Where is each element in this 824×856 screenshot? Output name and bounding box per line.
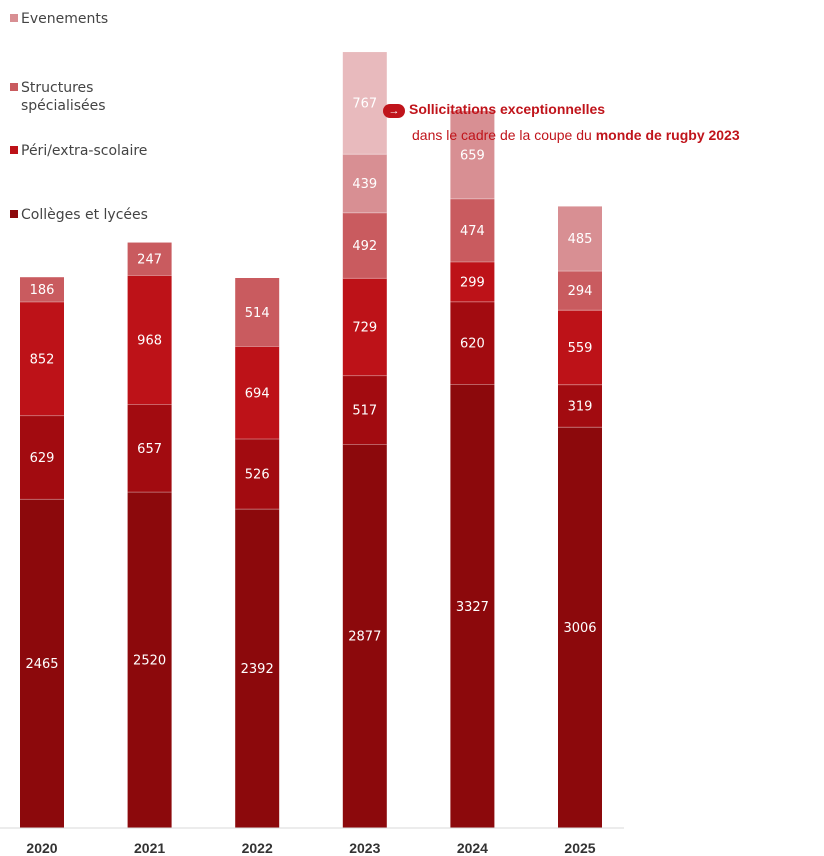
- annotation-title: Sollicitations exceptionnelles: [409, 101, 606, 117]
- data-label: 186: [30, 283, 55, 298]
- data-label: 2520: [133, 654, 166, 669]
- data-label: 852: [30, 352, 55, 367]
- data-label: 2465: [25, 657, 58, 672]
- data-label: 2877: [348, 630, 381, 645]
- legend-label-structures-line2: spécialisées: [21, 98, 106, 114]
- data-label: 729: [352, 320, 377, 335]
- data-label: 514: [245, 306, 270, 321]
- bar-segment: [235, 278, 280, 347]
- bar-segment: [450, 301, 495, 385]
- data-label: 526: [245, 468, 270, 483]
- arrow-right-icon: →: [383, 104, 405, 118]
- annotation-text: dans le cadre de la coupe du: [412, 127, 596, 143]
- data-label: 659: [460, 148, 485, 163]
- data-label: 968: [137, 333, 162, 348]
- x-axis-labels: 2020 2021 2022 2023 2024 2025: [26, 840, 595, 856]
- bar-segment: [20, 277, 64, 302]
- data-label: 299: [460, 275, 485, 290]
- bar-segment: [450, 110, 495, 199]
- x-tick-label: 2023: [349, 840, 380, 856]
- annotation-bold: monde de rugby 2023: [595, 127, 740, 143]
- bar-segment: [235, 509, 280, 828]
- data-label: 517: [352, 404, 377, 419]
- bar-segment: [20, 499, 64, 828]
- bar-segment: [127, 404, 172, 493]
- data-label: 439: [352, 177, 377, 192]
- legend-item-colleges: Collèges et lycées: [10, 206, 148, 224]
- bars-group: 2465 629 852 186 2520 657 968 247 2392 526 694 514 2…: [20, 52, 602, 829]
- legend-label-structures-line1: Structures: [21, 80, 94, 96]
- data-label: 319: [568, 400, 593, 415]
- legend-item-evenements: Evenements: [10, 10, 108, 28]
- data-label: 485: [568, 232, 593, 247]
- legend-swatch-colleges: [10, 210, 18, 218]
- data-label: 694: [245, 386, 270, 401]
- data-label: 767: [352, 97, 377, 112]
- legend-label-structures: Structures spécialisées: [21, 79, 106, 115]
- bar-segment: [450, 384, 495, 828]
- bar-segment: [342, 375, 387, 445]
- legend-swatch-evenements: [10, 14, 18, 22]
- bar-segment: [127, 275, 172, 405]
- bar-segment: [127, 242, 172, 276]
- bar-segment: [20, 301, 64, 416]
- bar-segment: [342, 212, 387, 279]
- bar-segment: [450, 198, 495, 263]
- bar-segment: [342, 154, 387, 213]
- bar-segment: [127, 492, 172, 828]
- bar-segment: [342, 52, 387, 155]
- bar-segment: [558, 310, 602, 385]
- data-label: 620: [460, 337, 485, 352]
- data-label: 474: [460, 224, 485, 239]
- bar-segment: [235, 346, 280, 440]
- x-tick-label: 2021: [134, 840, 165, 856]
- data-label: 492: [352, 239, 377, 254]
- legend-label-evenements: Evenements: [21, 11, 109, 27]
- bar-segment: [342, 278, 387, 376]
- data-label: 247: [137, 253, 162, 268]
- data-label: 2392: [241, 662, 274, 677]
- legend-swatch-structures: [10, 83, 18, 91]
- bar-segment: [558, 384, 602, 428]
- data-label: 294: [568, 284, 593, 299]
- bar-segment: [558, 271, 602, 311]
- bar-segment: [450, 262, 495, 302]
- x-tick-label: 2022: [242, 840, 273, 856]
- legend-item-structures: Structures spécialisées: [10, 79, 106, 115]
- data-label: 629: [30, 451, 55, 466]
- legend-label-peri: Péri/extra-scolaire: [21, 143, 148, 159]
- x-tick-label: 2024: [457, 840, 488, 856]
- data-label: 559: [568, 341, 593, 356]
- annotation-rugby-2023: → Sollicitations exceptionnelles dans le …: [383, 100, 740, 144]
- bar-segment: [558, 427, 602, 828]
- data-label: 3327: [456, 600, 489, 615]
- legend-label-colleges: Collèges et lycées: [21, 207, 148, 223]
- bar-segment: [342, 444, 387, 828]
- x-tick-label: 2020: [26, 840, 57, 856]
- legend-swatch-peri: [10, 146, 18, 154]
- bar-segment: [558, 206, 602, 272]
- x-tick-label: 2025: [564, 840, 595, 856]
- bar-segment: [235, 439, 280, 510]
- legend-item-peri: Péri/extra-scolaire: [10, 142, 147, 160]
- bar-segment: [20, 415, 64, 500]
- data-label: 657: [137, 442, 162, 457]
- data-label: 3006: [563, 621, 596, 636]
